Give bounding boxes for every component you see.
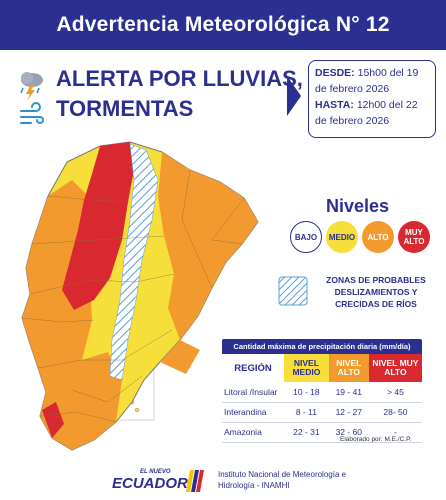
desde-label: DESDE: <box>315 67 355 79</box>
table-row: Litoral /Insular 10 - 18 19 - 41 > 45 <box>222 382 422 403</box>
institution-line2: Hidrología - INAMHI <box>218 481 290 490</box>
muy-alto-region-south <box>42 402 64 438</box>
ecuador-alert-map <box>21 141 259 451</box>
levels-legend: BAJO MEDIO ALTO MUY ALTO <box>290 221 440 255</box>
precipitation-grid: REGIÓN NIVEL MEDIO NIVEL ALTO NIVEL MUY … <box>222 354 422 443</box>
cell-medio: 8 - 11 <box>284 402 329 423</box>
province-boundaries <box>21 169 245 423</box>
hasta-value: 12h00 del 22 de febrero 2026 <box>315 99 418 127</box>
header-banner: Advertencia Meteorológica N° 12 <box>0 0 446 50</box>
thunderstorm-cloud-icon <box>20 72 43 101</box>
cell-region: Interandina <box>222 402 284 423</box>
credit-text: Elaborado por: M.E./C.P. <box>340 436 412 443</box>
cell-region: Litoral /Insular <box>222 382 284 403</box>
alto-region-amazon-south <box>160 340 200 374</box>
cell-medio: 22 - 31 <box>284 422 329 443</box>
ecuador-logo: EL NUEVO ECUADOR <box>112 469 204 492</box>
level-alto-badge: ALTO <box>362 221 394 253</box>
header-nivel-alto: NIVEL ALTO <box>328 354 369 382</box>
alert-icons <box>20 72 44 124</box>
level-muy-alto-badge: MUY ALTO <box>398 221 430 253</box>
page-title: Advertencia Meteorológica N° 12 <box>56 13 390 36</box>
landslide-zone <box>109 143 159 381</box>
level-bajo-badge: BAJO <box>290 221 322 253</box>
wind-icon <box>20 102 44 124</box>
header-nivel-medio: NIVEL MEDIO <box>284 354 329 382</box>
date-box: DESDE: 15h00 del 19 de febrero 2026 HAST… <box>308 60 436 138</box>
header-nivel-muy-alto: NIVEL MUY ALTO <box>368 354 422 382</box>
cell-medio: 10 - 18 <box>284 382 329 403</box>
precipitation-table: Cantidad máxima de precipitación diaria … <box>222 339 422 443</box>
niveles-title: Niveles <box>326 196 390 216</box>
cell-muy-alto: 28- 50 <box>368 402 422 423</box>
cell-region: Amazonia <box>222 422 284 443</box>
desde-value: 15h00 del 19 de febrero 2026 <box>315 67 419 95</box>
level-medio-badge: MEDIO <box>326 221 358 253</box>
hasta-label: HASTA: <box>315 99 354 111</box>
logo-big-text: ECUADOR <box>112 475 188 492</box>
table-caption: Cantidad máxima de precipitación diaria … <box>222 339 422 354</box>
logo-stripes-icon <box>186 470 204 492</box>
alto-region-east <box>158 152 258 340</box>
landslide-hatch-icon <box>278 276 308 306</box>
logo-small-text: EL NUEVO <box>140 469 171 475</box>
alert-title-line2: TORMENTAS <box>56 96 194 121</box>
cell-alto: 32 - 60 <box>328 422 369 443</box>
cell-muy-alto: > 45 <box>368 382 422 403</box>
table-header-row: REGIÓN NIVEL MEDIO NIVEL ALTO NIVEL MUY … <box>222 354 422 382</box>
table-row: Amazonia 22 - 31 32 - 60 - <box>222 422 422 443</box>
muy-alto-region <box>62 142 134 310</box>
header-region: REGIÓN <box>222 354 284 382</box>
chevron-right-icon <box>287 76 301 116</box>
alert-title: ALERTA POR LLUVIAS, TORMENTAS <box>56 64 303 124</box>
institution-name: Instituto Nacional de Meteorología e Hid… <box>218 469 418 491</box>
desde-line: DESDE: 15h00 del 19 de febrero 2026 <box>315 65 429 97</box>
cell-muy-alto: - <box>368 422 422 443</box>
landslide-legend-text: ZONAS DE PROBABLES DESLIZAMIENTOS Y CREC… <box>326 275 426 309</box>
hasta-line: HASTA: 12h00 del 22 de febrero 2026 <box>315 97 429 129</box>
cell-alto: 19 - 41 <box>328 382 369 403</box>
alert-title-line1: ALERTA POR LLUVIAS, <box>56 66 303 91</box>
cell-alto: 12 - 27 <box>328 402 369 423</box>
footer: EL NUEVO ECUADOR Instituto Nacional de M… <box>0 460 446 500</box>
institution-line1: Instituto Nacional de Meteorología e <box>218 470 347 479</box>
table-row: Interandina 8 - 11 12 - 27 28- 50 <box>222 402 422 423</box>
